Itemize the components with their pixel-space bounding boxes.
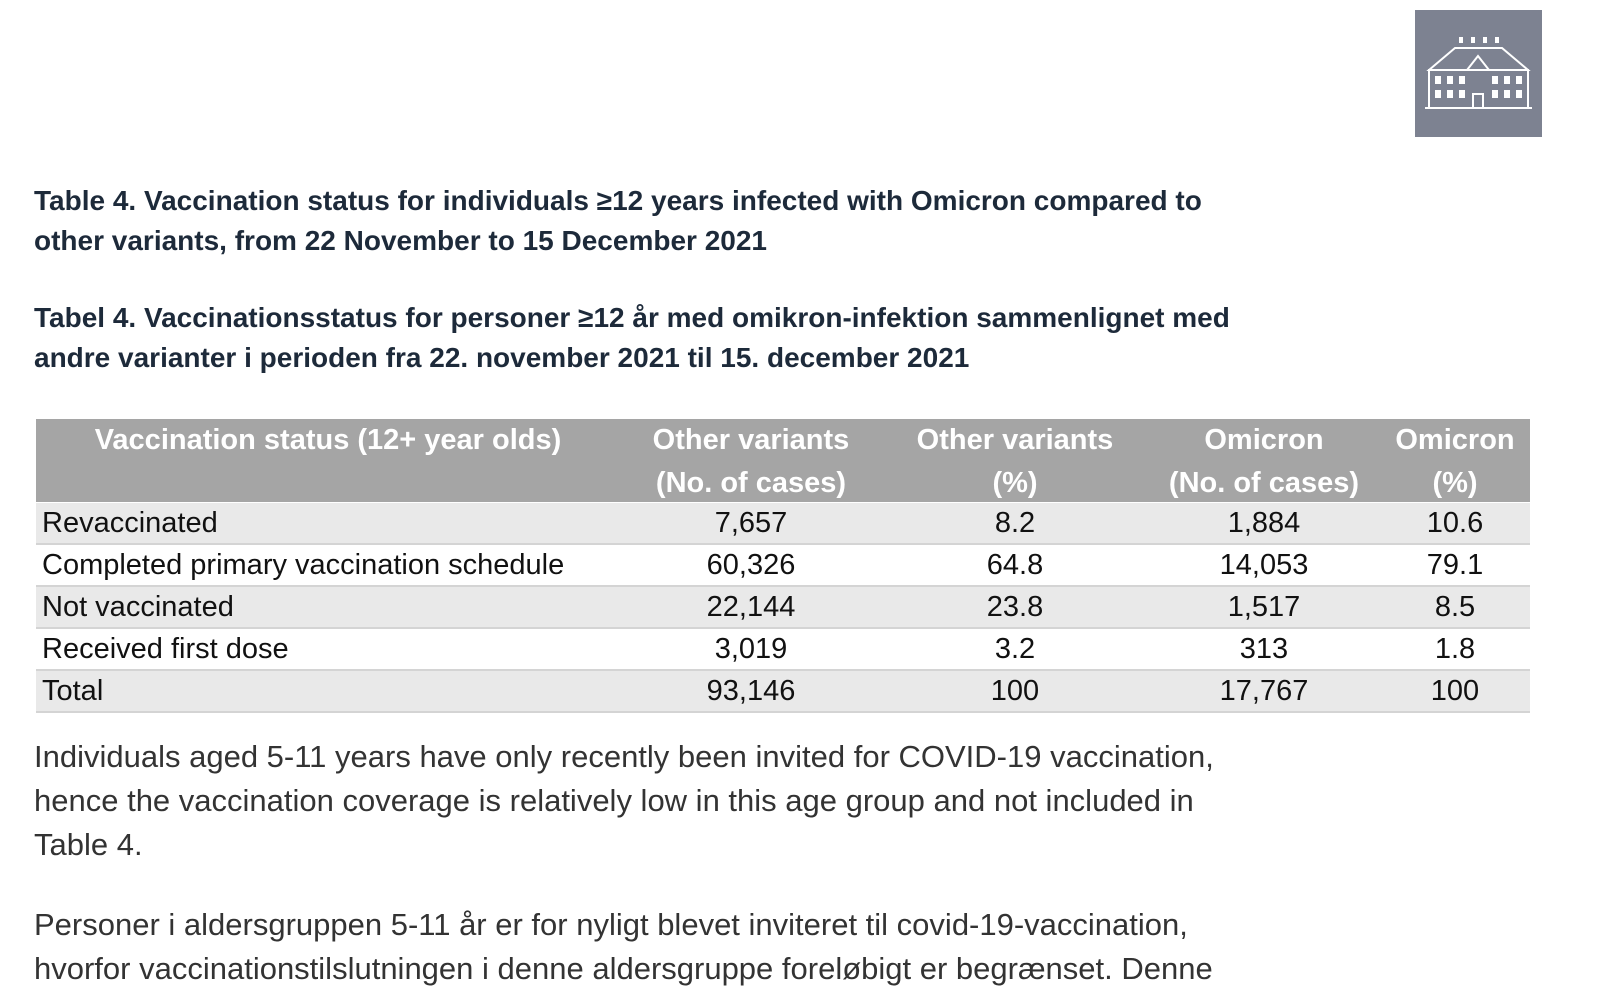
table-cell: 22,144 (706, 591, 796, 623)
column-header: (No. of cases) (1168, 467, 1360, 499)
table-header-bg (36, 419, 1530, 502)
table-cell: 79.1 (1426, 549, 1484, 581)
table-cell: 3.2 (994, 633, 1036, 665)
paragraph-line: Individuals aged 5-11 years have only re… (34, 739, 1214, 774)
table-cell: 93,146 (706, 675, 796, 707)
row-label: Completed primary vaccination schedule (42, 549, 565, 581)
table-row (36, 587, 1530, 629)
row-label: Received first dose (42, 633, 289, 665)
table-cell: 1.8 (1434, 633, 1476, 665)
table-cell: 1,884 (1227, 507, 1301, 539)
column-header: Other variants (916, 424, 1114, 456)
column-header: (No. of cases) (655, 467, 847, 499)
column-header: Omicron (1395, 424, 1515, 456)
table-cell: 7,657 (714, 507, 788, 539)
table-row (36, 671, 1530, 713)
column-header: Vaccination status (12+ year olds) (94, 424, 562, 456)
row-label: Not vaccinated (42, 591, 234, 623)
table-title-danish: andre varianter i perioden fra 22. novem… (34, 342, 970, 373)
paragraph-line: Table 4. (34, 827, 143, 862)
column-header: Other variants (652, 424, 850, 456)
table-cell: 3,019 (714, 633, 788, 665)
column-header: Omicron (1204, 424, 1324, 456)
paragraph-line: hvorfor vaccinationstilslutningen i denn… (34, 951, 1213, 986)
table-cell: 14,053 (1219, 549, 1309, 581)
column-header: (%) (992, 467, 1038, 499)
table-cell: 60,326 (706, 549, 796, 581)
logo (1415, 10, 1542, 137)
table-cell: 1,517 (1227, 591, 1301, 623)
table-title: other variants, from 22 November to 15 D… (34, 225, 767, 256)
table-cell: 100 (990, 675, 1040, 707)
table-cell: 17,767 (1219, 675, 1309, 707)
table-title: Table 4. Vaccination status for individu… (34, 185, 1202, 216)
table-row (36, 545, 1530, 587)
paragraph-line: hence the vaccination coverage is relati… (34, 783, 1194, 818)
table-cell: 64.8 (986, 549, 1044, 581)
row-label: Total (42, 675, 104, 707)
table-cell: 8.2 (994, 507, 1036, 539)
column-header: (%) (1432, 467, 1478, 499)
table-cell: 100 (1430, 675, 1480, 707)
table-cell: 10.6 (1426, 507, 1484, 539)
table-cell: 8.5 (1434, 591, 1476, 623)
table-title-danish: Tabel 4. Vaccinationsstatus for personer… (34, 302, 1230, 333)
table-row (36, 629, 1530, 671)
table-cell: 313 (1239, 633, 1289, 665)
table-cell: 23.8 (986, 591, 1044, 623)
table-row (36, 503, 1530, 545)
paragraph-line: Personer i aldersgruppen 5-11 år er for … (34, 907, 1188, 942)
row-label: Revaccinated (42, 507, 218, 539)
